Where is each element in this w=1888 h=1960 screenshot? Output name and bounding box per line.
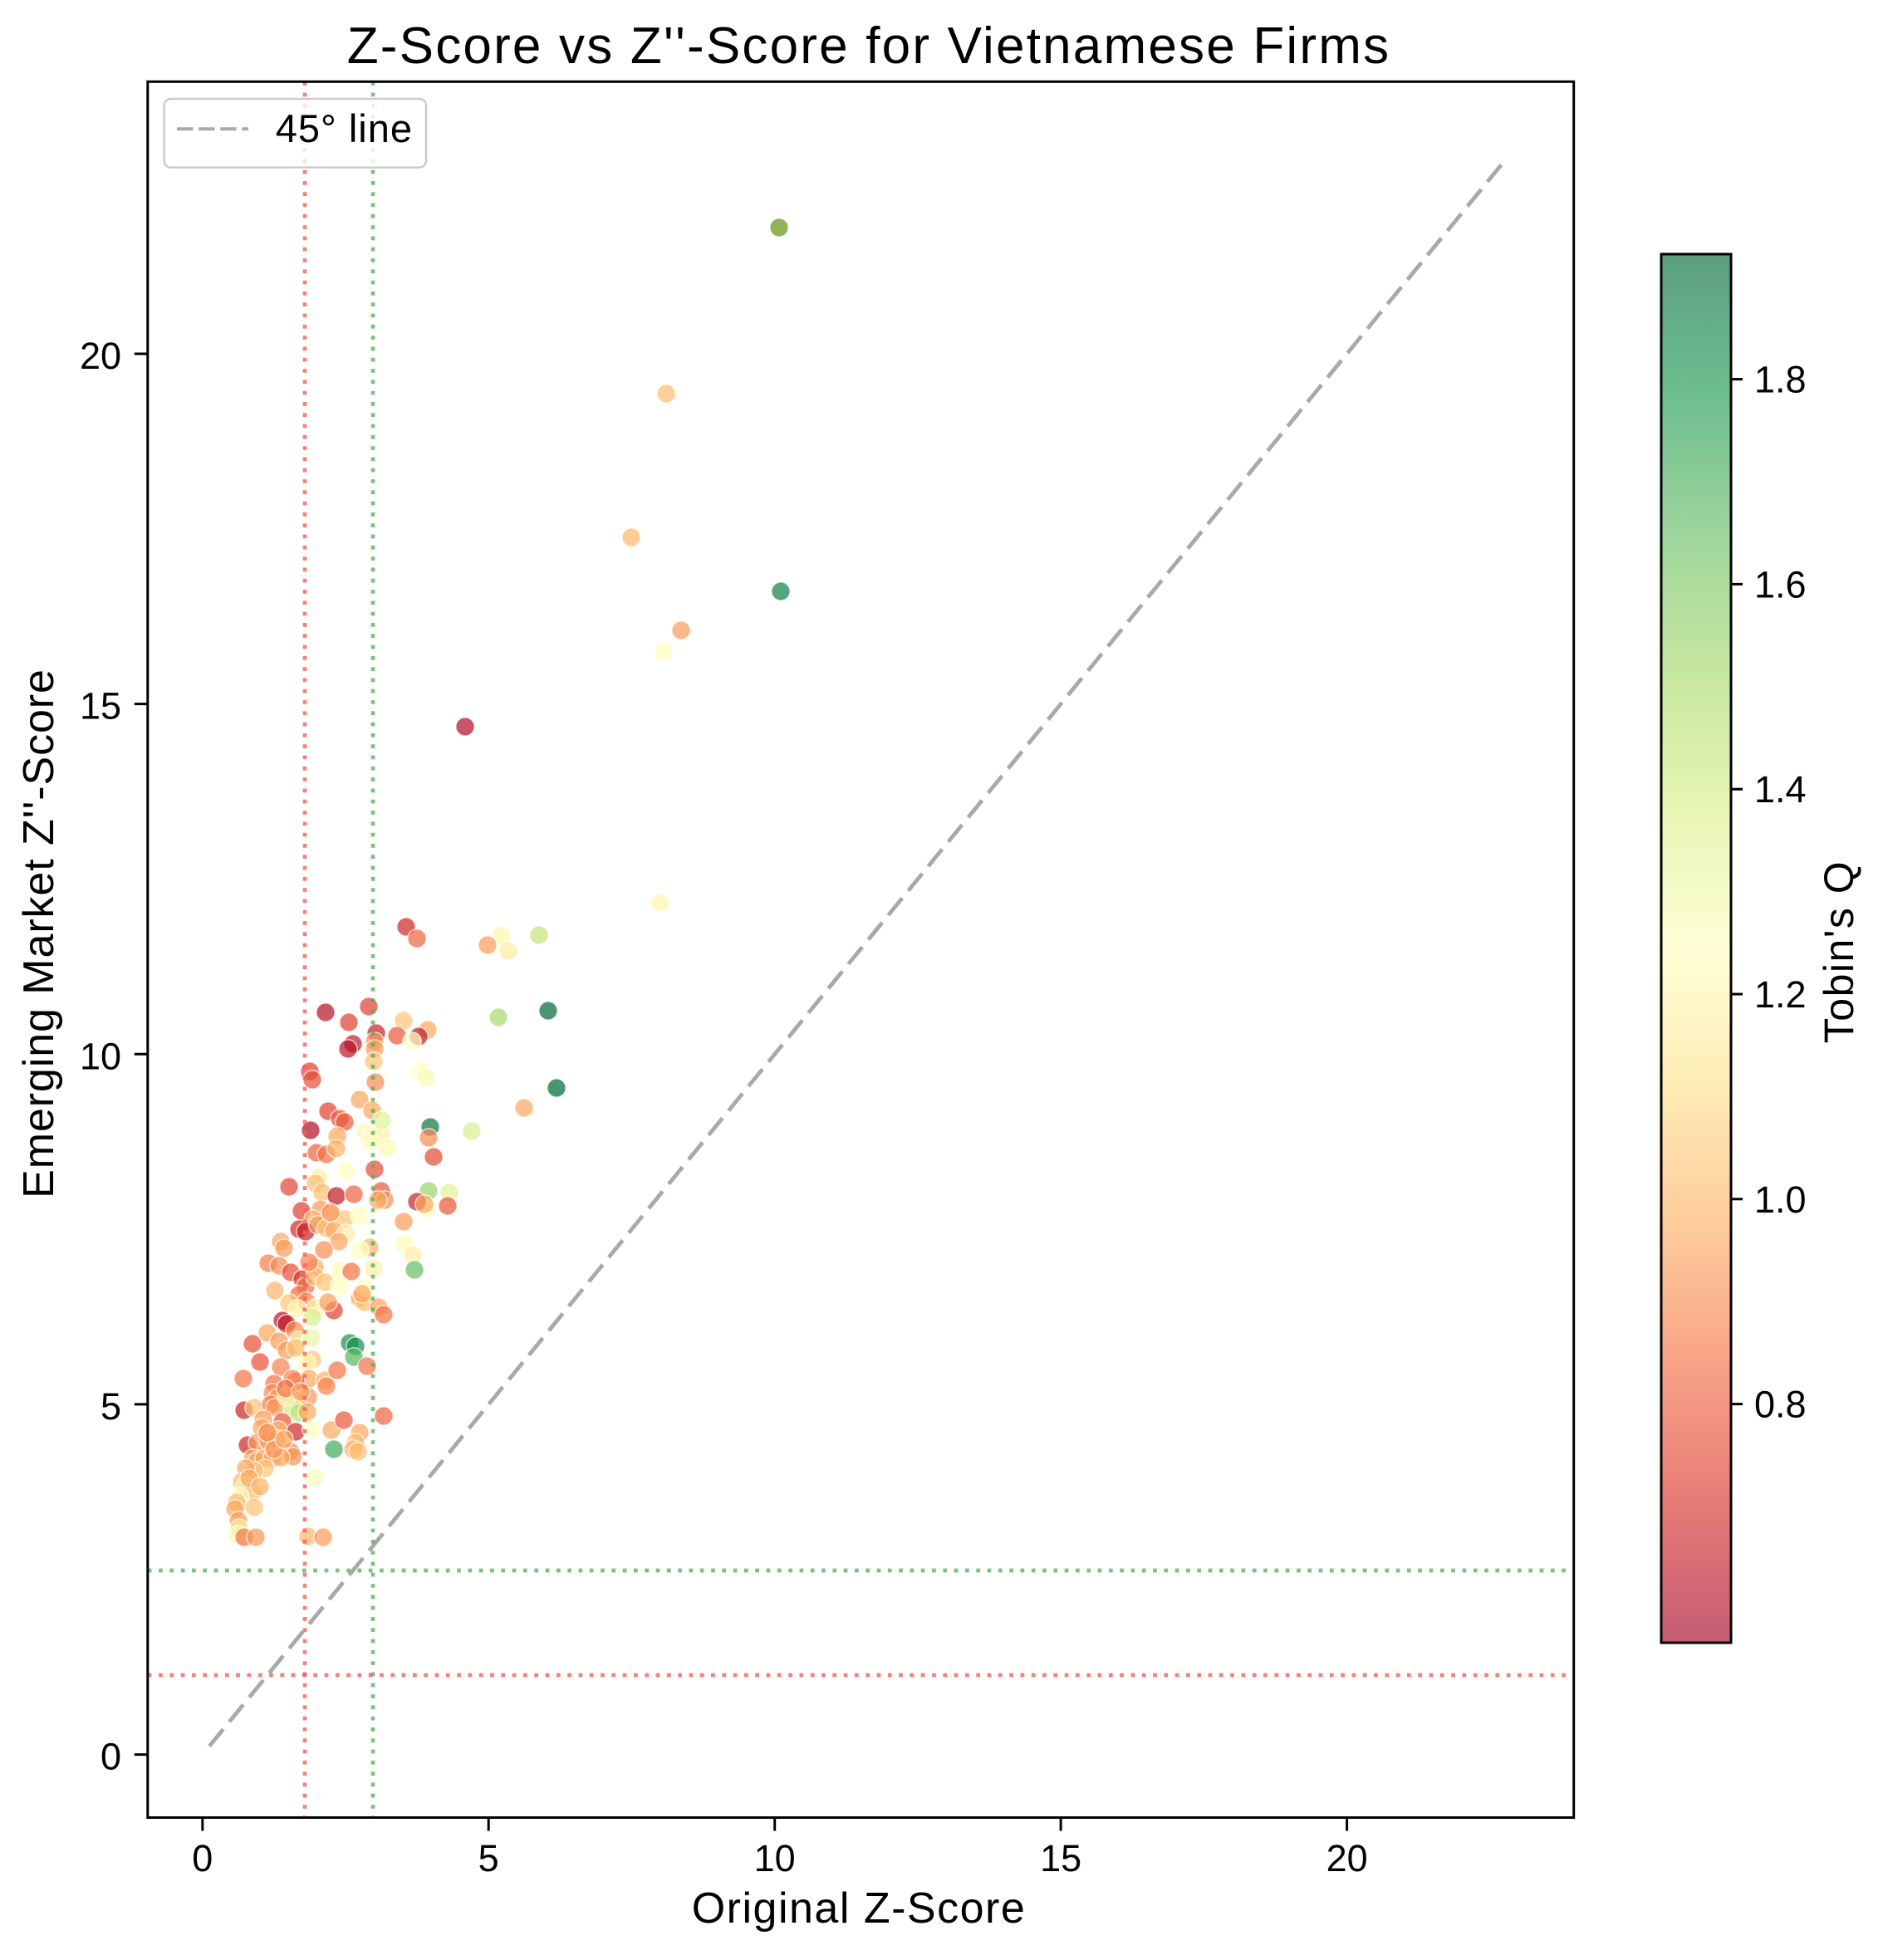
svg-text:Z-Score vs Z''-Score for Vietn: Z-Score vs Z''-Score for Vietnamese Firm… bbox=[347, 17, 1391, 75]
svg-text:10: 10 bbox=[80, 1035, 121, 1077]
svg-text:1.8: 1.8 bbox=[1754, 359, 1807, 401]
svg-text:0: 0 bbox=[101, 1736, 121, 1778]
svg-text:5: 5 bbox=[478, 1837, 499, 1879]
svg-text:20: 20 bbox=[1327, 1837, 1368, 1879]
svg-text:Emerging Market Z''-Score: Emerging Market Z''-Score bbox=[15, 669, 63, 1198]
svg-text:15: 15 bbox=[1040, 1837, 1081, 1879]
svg-text:45° line: 45° line bbox=[276, 106, 413, 150]
svg-text:Tobin's Q: Tobin's Q bbox=[1816, 860, 1862, 1043]
svg-text:1.4: 1.4 bbox=[1754, 768, 1807, 811]
svg-text:15: 15 bbox=[80, 685, 121, 728]
svg-text:0: 0 bbox=[192, 1837, 213, 1879]
svg-text:0.8: 0.8 bbox=[1754, 1384, 1807, 1426]
svg-text:20: 20 bbox=[80, 335, 121, 377]
svg-text:5: 5 bbox=[101, 1385, 121, 1428]
svg-text:10: 10 bbox=[754, 1837, 796, 1879]
svg-text:1.6: 1.6 bbox=[1754, 563, 1807, 605]
svg-text:Original Z-Score: Original Z-Score bbox=[692, 1884, 1027, 1933]
svg-text:1.0: 1.0 bbox=[1754, 1178, 1807, 1221]
svg-text:1.2: 1.2 bbox=[1754, 973, 1807, 1016]
